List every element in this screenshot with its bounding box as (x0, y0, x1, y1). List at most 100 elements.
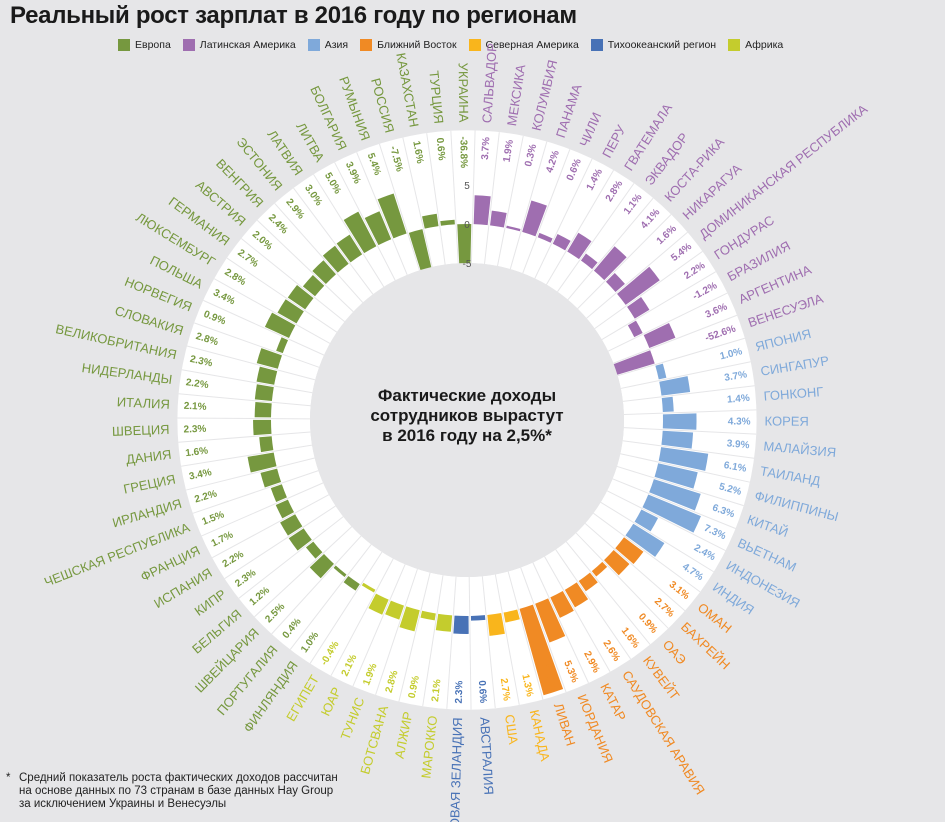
bar-63 (287, 285, 314, 310)
legend-item: Африка (728, 39, 783, 51)
category-label-1: МЕКСИКА (504, 63, 528, 127)
chart-gridline (509, 141, 548, 270)
chart-gridline (289, 544, 372, 650)
bar-22 (649, 479, 701, 511)
legend: Европа Латинская Америка Азия Ближний Восто… (118, 39, 783, 51)
chart-gridline (192, 470, 319, 514)
legend-swatch (590, 39, 603, 51)
chart-gridline (613, 314, 738, 364)
bar-68 (343, 211, 377, 254)
chart-gridline (606, 490, 726, 552)
legend-swatch (728, 39, 741, 51)
bar-2 (506, 225, 521, 232)
value-label-16: 3.7% (724, 369, 748, 384)
bar-46 (309, 554, 334, 579)
category-label-74: УКРАИНА (456, 63, 472, 123)
legend-swatch (118, 39, 130, 51)
bar-23 (642, 494, 701, 533)
chart-gridline (575, 532, 669, 629)
chart-gridline (309, 551, 383, 664)
bar-11 (627, 296, 650, 319)
bar-39 (420, 610, 436, 621)
category-label-53: ГРЕЦИЯ (122, 471, 177, 496)
bar-7 (580, 253, 598, 270)
bar-5 (552, 233, 571, 251)
bar-19 (661, 430, 694, 449)
bar-73 (440, 219, 455, 226)
legend-item: Ближний Восток (360, 39, 457, 51)
bar-27 (604, 550, 630, 576)
page-title: Реальный рост зарплат в 2016 году по рег… (10, 2, 577, 29)
chart-gridline (194, 322, 320, 368)
bar-24 (634, 509, 659, 532)
bar-30 (564, 582, 589, 608)
bar-66 (322, 245, 349, 273)
chart-gridline (612, 478, 736, 529)
bar-0 (473, 195, 491, 226)
chart-gridline (520, 567, 567, 693)
value-label-56: 2.1% (183, 401, 206, 413)
chart-gridline (203, 299, 325, 356)
chart-gridline (426, 133, 446, 265)
bar-50 (275, 499, 295, 519)
chart-gridline (507, 571, 544, 700)
bar-45 (333, 565, 347, 578)
chart-gridline (450, 130, 459, 264)
value-label-2: 0.3% (523, 143, 539, 168)
category-label-16: СИНГАПУР (759, 353, 830, 379)
category-label-18: КОРЕЯ (765, 414, 809, 429)
bar-15 (655, 363, 667, 380)
bar-43 (361, 582, 376, 593)
bar-55 (253, 419, 272, 436)
chart-gridline (274, 203, 364, 303)
value-label-72: 1.6% (410, 140, 425, 165)
bar-72 (422, 213, 439, 229)
category-label-71: РОССИЯ (368, 77, 397, 135)
bar-71 (408, 229, 432, 271)
chart-gridline (256, 219, 354, 313)
category-label-15: ЯПОНИЯ (754, 326, 813, 354)
bar-42 (368, 593, 389, 615)
bar-65 (312, 260, 336, 284)
chart-gridline (534, 158, 593, 279)
legend-swatch (468, 39, 481, 51)
category-label-0: САЛЬВАДОР (479, 43, 500, 124)
bar-12 (627, 320, 643, 338)
legend-item: Азия (307, 39, 348, 51)
category-label-38: МАРОККО (418, 715, 440, 779)
category-label-42: ЮАР (318, 685, 345, 719)
bar-53 (247, 452, 277, 473)
chart-gridline (546, 169, 614, 285)
chart-gridline (178, 393, 311, 407)
bar-64 (302, 275, 325, 297)
chart-gridline (201, 482, 324, 537)
bar-25 (625, 523, 665, 557)
category-label-35: США (502, 714, 521, 746)
chart-gridline (446, 576, 457, 709)
chart-gridline (584, 523, 686, 612)
chart-gridline (622, 385, 755, 402)
chart-gridline (567, 197, 654, 301)
value-label-35: 2.7% (498, 678, 512, 702)
chart-gridline (616, 465, 744, 507)
bar-47 (305, 541, 323, 559)
value-label-34: 1.3% (519, 673, 535, 698)
bar-49 (280, 514, 303, 536)
category-label-3: ПАНАМА (553, 82, 585, 140)
value-label-19: 3.9% (726, 438, 750, 451)
chart-gridline (334, 162, 396, 281)
chart-gridline (313, 174, 385, 288)
chart-gridline (600, 501, 714, 573)
chart-gridline (293, 187, 374, 295)
chart-gridline (186, 345, 316, 381)
chart-axis-ticks: 5 0 -5 (463, 181, 472, 270)
footnote-star: * (6, 772, 11, 784)
chart-gridline (586, 231, 688, 319)
bar-54 (259, 436, 274, 453)
chart-gridline (352, 564, 406, 687)
category-label-2: КОЛУМБИЯ (529, 58, 561, 132)
chart-gridline (593, 512, 701, 593)
bar-18 (662, 413, 697, 430)
chart-gridline (617, 337, 745, 377)
bar-56 (254, 402, 272, 418)
